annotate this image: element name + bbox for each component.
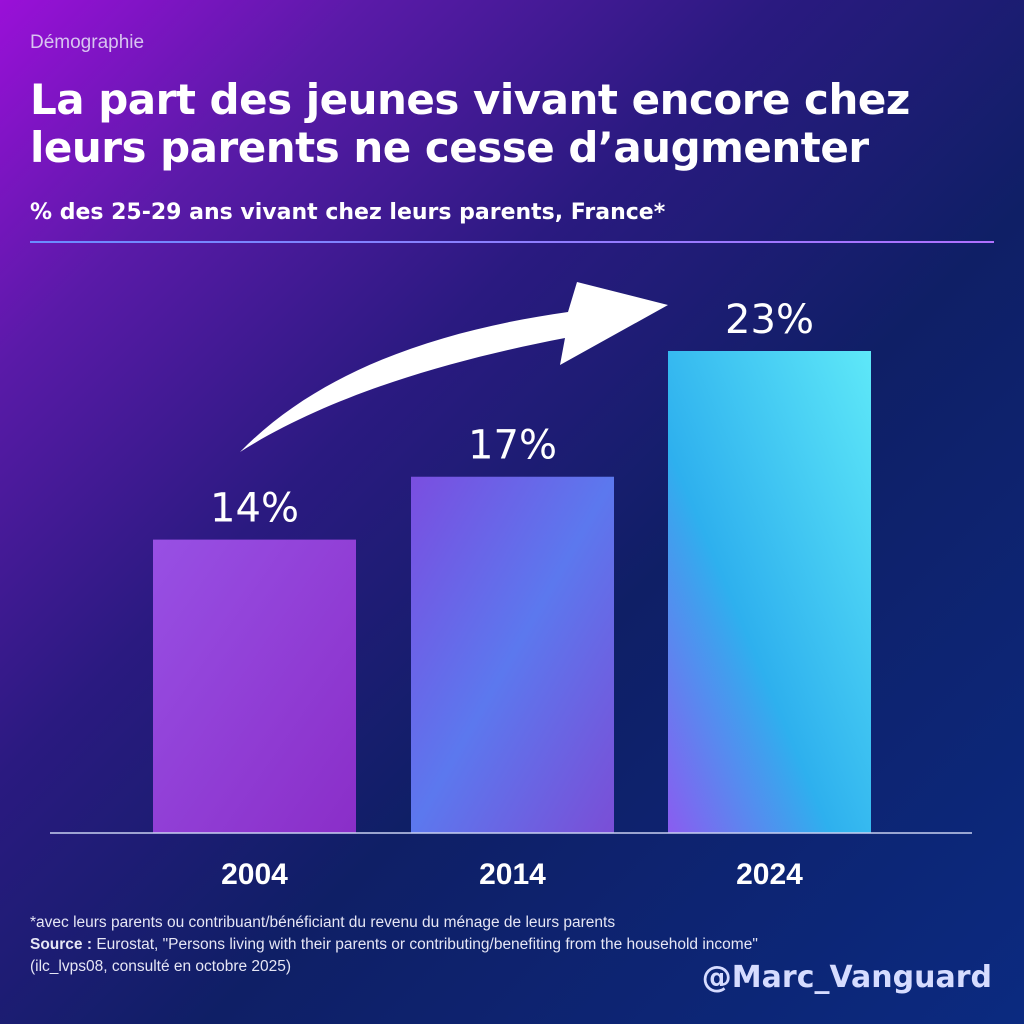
chart-subtitle: % des 25-29 ans vivant chez leurs parent… — [30, 200, 666, 225]
kicker: Démographie — [30, 32, 145, 53]
data-label-2014: 17% — [468, 423, 557, 469]
divider — [30, 241, 994, 243]
source-detail: (ilc_lvps08, consulté en octobre 2025) — [30, 958, 292, 975]
source-line: Source : Eurostat, "Persons living with … — [30, 936, 758, 954]
data-label-2004: 14% — [210, 486, 299, 532]
source-text: Eurostat, "Persons living with their par… — [92, 936, 758, 953]
footnote: *avec leurs parents ou contribuant/bénéf… — [30, 914, 616, 931]
author-handle: @Marc_Vanguard — [701, 960, 992, 995]
x-tick-label-2004: 2004 — [221, 858, 288, 891]
bar-2014 — [411, 476, 614, 833]
bar-2024 — [668, 351, 871, 833]
source-label: Source : — [30, 936, 93, 953]
bar-2004 — [153, 539, 356, 833]
x-tick-label-2024: 2024 — [736, 858, 803, 891]
trend-arrow — [240, 282, 668, 452]
x-tick-label-2014: 2014 — [479, 858, 546, 891]
chart-title: La part des jeunes vivant encore chez le… — [30, 75, 910, 172]
data-label-2024: 23% — [725, 297, 814, 343]
